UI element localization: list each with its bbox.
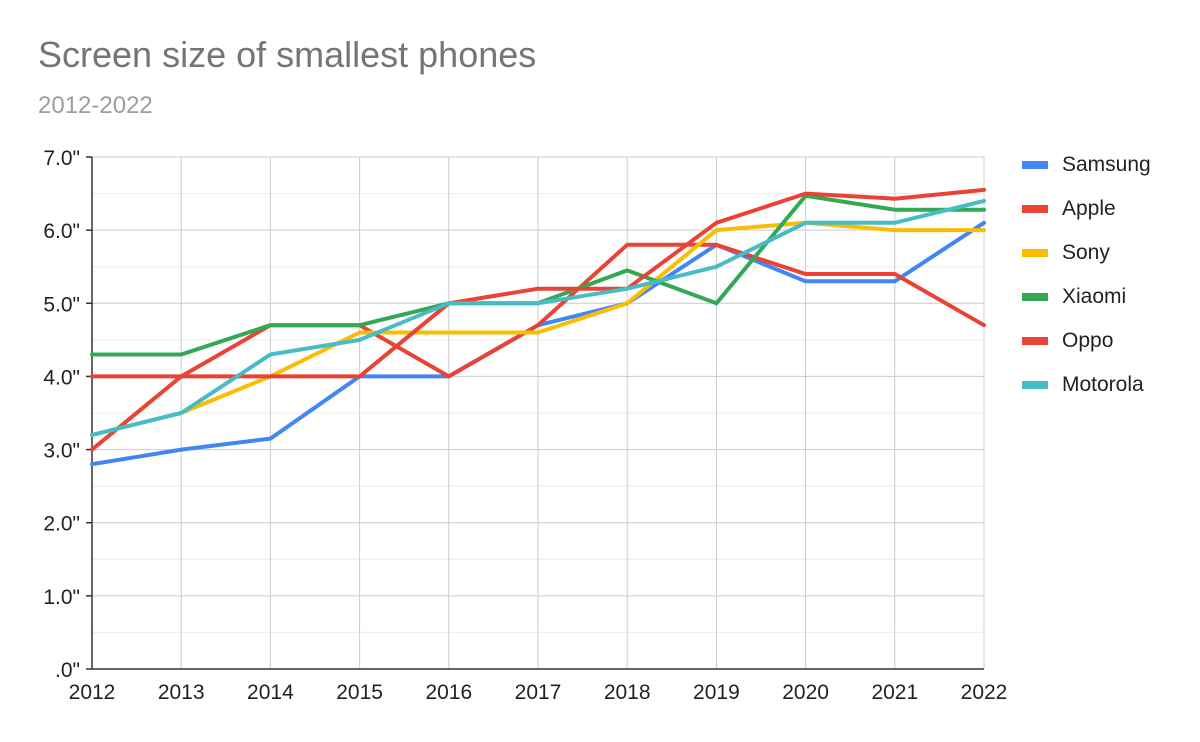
x-tick-label: 2021 (871, 681, 918, 704)
y-tick-label: 7.0" (43, 147, 80, 170)
gridlines (92, 156, 985, 669)
legend-item-sony: Sony (1022, 231, 1151, 275)
legend-label: Xiaomi (1062, 285, 1127, 308)
x-tick-label: 2012 (69, 681, 116, 704)
legend-item-samsung: Samsung (1022, 143, 1151, 187)
legend-swatch (1022, 161, 1048, 169)
chart-title: Screen size of smallest phones (38, 34, 537, 75)
series-line-apple (90, 242, 986, 452)
legend-item-apple: Apple (1022, 187, 1151, 231)
legend-item-oppo: Oppo (1022, 319, 1151, 363)
legend-label: Motorola (1062, 373, 1144, 396)
legend-swatch (1022, 249, 1048, 257)
legend-swatch (1022, 381, 1048, 389)
series-line-oppo (90, 187, 986, 379)
x-tick-label: 2019 (693, 681, 740, 704)
series-lines (90, 187, 986, 467)
series-line-sony (90, 220, 986, 437)
y-tick-label: 6.0" (43, 220, 80, 243)
x-tick-label: 2014 (247, 681, 294, 704)
legend-label: Samsung (1062, 153, 1151, 176)
x-tick-label: 2016 (425, 681, 472, 704)
x-tick-label: 2015 (336, 681, 383, 704)
legend: Samsung Apple Sony Xiaomi Oppo Motorola (1022, 143, 1151, 407)
x-tick-label: 2017 (515, 681, 562, 704)
x-tick-label: 2022 (961, 681, 1008, 704)
axes (86, 156, 984, 670)
legend-swatch (1022, 293, 1048, 301)
y-tick-label: 3.0" (43, 440, 80, 463)
x-tick-label: 2020 (782, 681, 829, 704)
legend-label: Apple (1062, 197, 1116, 220)
y-tick-label: 2.0" (43, 513, 80, 536)
x-tick-labels: 2012 2013 2014 2015 2016 2017 2018 2019 2020 2021… (69, 681, 1008, 704)
y-tick-label: 1.0" (43, 586, 80, 609)
y-tick-label: 4.0" (43, 366, 80, 389)
series-line-motorola (90, 198, 986, 437)
legend-label: Oppo (1062, 329, 1114, 352)
y-tick-label: 5.0" (43, 293, 80, 316)
y-tick-label: .0" (55, 659, 80, 682)
legend-label: Sony (1062, 241, 1110, 264)
legend-swatch (1022, 205, 1048, 213)
legend-swatch (1022, 337, 1048, 345)
legend-item-motorola: Motorola (1022, 363, 1151, 407)
x-tick-label: 2013 (158, 681, 205, 704)
legend-item-xiaomi: Xiaomi (1022, 275, 1151, 319)
x-tick-label: 2018 (604, 681, 651, 704)
y-tick-labels: .0" 1.0" 2.0" 3.0" 4.0" 5.0" 6.0" 7.0" (43, 147, 80, 682)
chart-subtitle: 2012-2022 (38, 92, 153, 119)
